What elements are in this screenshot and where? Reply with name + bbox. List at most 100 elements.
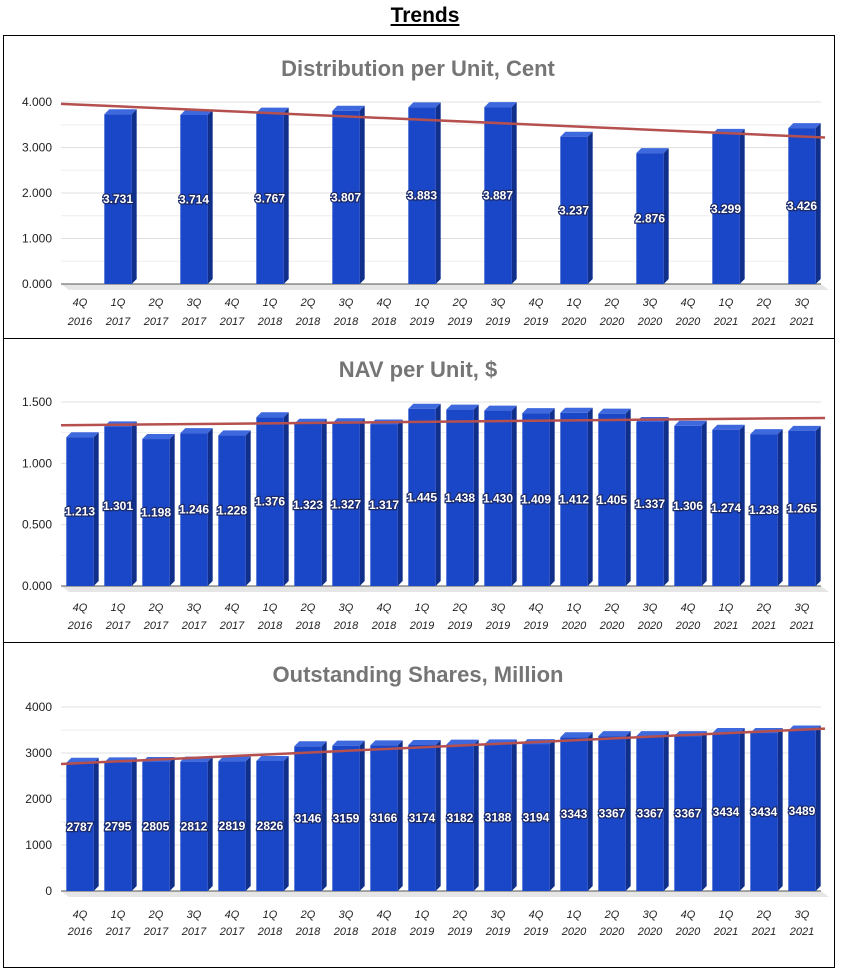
x-tick-quarter: 3Q (491, 297, 506, 309)
x-tick-year: 2016 (67, 316, 93, 328)
x-tick-year: 2021 (713, 926, 738, 938)
data-label: 3.731 (103, 192, 133, 206)
bar (370, 745, 398, 891)
bar-side (473, 404, 479, 586)
bar-top (332, 105, 365, 111)
bar-side (625, 408, 631, 586)
trendline (60, 727, 826, 766)
bar-side (93, 757, 99, 891)
x-tick-quarter: 2Q (756, 297, 772, 309)
x-tick-year: 2020 (675, 316, 701, 328)
data-label: 3182 (447, 811, 474, 825)
bar-top (142, 434, 175, 440)
bar (180, 761, 208, 891)
x-tick-quarter: 2Q (604, 909, 620, 921)
data-label: 2795 (105, 820, 132, 834)
x-tick-year: 2018 (371, 620, 397, 632)
x-tick-year: 2020 (599, 316, 625, 328)
bar (180, 115, 208, 284)
data-label: 1.323 (293, 498, 323, 512)
data-label: 3188 (485, 811, 512, 825)
bar-side (435, 403, 441, 586)
bar-top (256, 756, 289, 762)
x-tick-quarter: 1Q (415, 297, 430, 309)
data-label: 1.412 (559, 492, 589, 506)
x-tick-year: 2020 (675, 620, 701, 632)
bar (636, 421, 664, 586)
bar-side (777, 429, 783, 586)
data-label: 3489 (789, 804, 816, 818)
x-tick-year: 2018 (257, 316, 283, 328)
x-tick-quarter: 4Q (681, 297, 696, 309)
x-tick-year: 2020 (561, 620, 587, 632)
x-tick-quarter: 4Q (73, 602, 88, 614)
x-tick-year: 2018 (371, 926, 397, 938)
bar (218, 761, 246, 891)
x-tick-year: 2019 (485, 316, 510, 328)
data-label: 1.306 (673, 499, 703, 513)
x-tick-year: 2019 (447, 620, 472, 632)
data-label: 1.445 (407, 490, 437, 504)
x-tick-quarter: 3Q (795, 909, 810, 921)
chart-title: Distribution per Unit, Cent (281, 56, 555, 81)
x-tick-quarter: 1Q (415, 909, 430, 921)
data-label: 3.299 (711, 202, 741, 216)
bar-side (169, 434, 175, 586)
bar-side (321, 741, 327, 891)
x-tick-quarter: 2Q (148, 297, 164, 309)
x-tick-year: 2019 (447, 926, 472, 938)
x-tick-quarter: 3Q (643, 297, 658, 309)
data-label: 1.213 (65, 505, 95, 519)
bar-top (560, 131, 593, 137)
bar (332, 110, 360, 285)
bar-side (663, 731, 669, 891)
x-tick-quarter: 4Q (225, 297, 240, 309)
x-tick-year: 2021 (751, 620, 776, 632)
x-tick-year: 2020 (637, 926, 663, 938)
bar-top (712, 424, 745, 430)
x-tick-quarter: 2Q (604, 602, 620, 614)
bar (256, 112, 284, 284)
data-label: 1.238 (749, 503, 779, 517)
bar (104, 762, 132, 891)
bar (332, 745, 360, 891)
bar-side (815, 725, 821, 891)
bar-side (321, 418, 327, 586)
x-tick-year: 2021 (751, 316, 776, 328)
y-tick-label: 1.000 (22, 232, 52, 246)
bar (484, 744, 512, 891)
bar (750, 434, 778, 586)
data-label: 1.409 (521, 493, 551, 507)
data-label: 3146 (295, 812, 322, 826)
x-tick-year: 2018 (295, 620, 321, 632)
x-tick-year: 2019 (409, 926, 434, 938)
x-tick-quarter: 1Q (111, 909, 126, 921)
data-label: 1.228 (217, 504, 247, 518)
bar-side (169, 756, 175, 891)
y-tick-label: 4000 (25, 700, 52, 714)
bar-side (359, 105, 365, 285)
bar-side (511, 405, 517, 586)
data-label: 3159 (333, 811, 360, 825)
x-tick-year: 2018 (333, 620, 359, 632)
x-tick-year: 2021 (789, 926, 814, 938)
bar-top (408, 403, 441, 409)
data-label: 1.327 (331, 498, 361, 512)
x-tick-quarter: 1Q (719, 602, 734, 614)
bar-side (739, 424, 745, 586)
bar-side (473, 739, 479, 891)
bar-top (788, 425, 821, 431)
x-tick-year: 2017 (105, 926, 131, 938)
y-tick-label: 3000 (25, 746, 52, 760)
chart-title: NAV per Unit, $ (339, 357, 498, 382)
bar-side (245, 756, 251, 891)
x-tick-quarter: 3Q (187, 297, 202, 309)
bar (598, 736, 626, 891)
chart-title: Outstanding Shares, Million (273, 662, 564, 687)
x-tick-quarter: 3Q (491, 602, 506, 614)
x-tick-quarter: 2Q (756, 909, 772, 921)
bar (408, 744, 436, 891)
x-tick-quarter: 3Q (795, 297, 810, 309)
x-tick-quarter: 3Q (339, 297, 354, 309)
bar (446, 409, 474, 586)
